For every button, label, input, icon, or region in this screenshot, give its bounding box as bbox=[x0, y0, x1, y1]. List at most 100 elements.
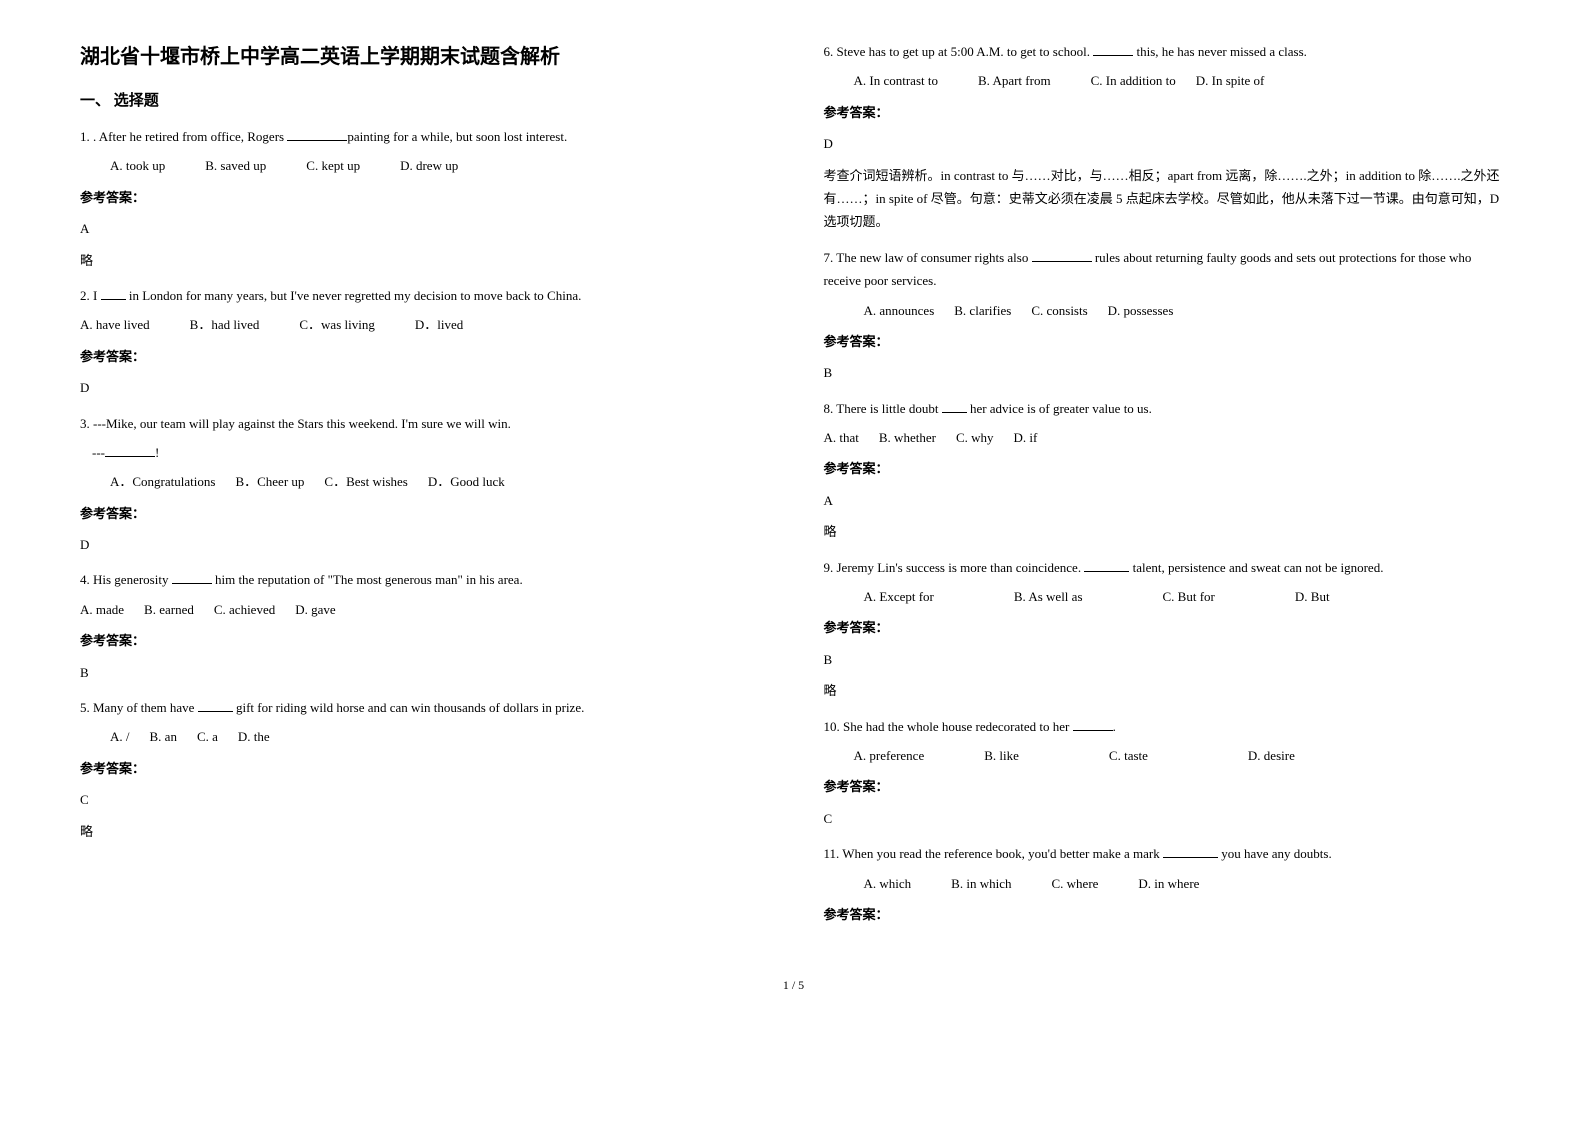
q3-opt-a: A．Congratulations bbox=[110, 470, 215, 493]
q3-stem-1: 3. ---Mike, our team will play against t… bbox=[80, 412, 764, 435]
q8-stem-post: her advice is of greater value to us. bbox=[967, 401, 1152, 416]
q9-options: A. Except for B. As well as C. But for D… bbox=[824, 585, 1508, 608]
q1-stem-post: painting for a while, but soon lost inte… bbox=[347, 129, 567, 144]
blank bbox=[1093, 42, 1133, 56]
q7-opt-c: C. consists bbox=[1031, 299, 1087, 322]
right-column: 6. Steve has to get up at 5:00 A.M. to g… bbox=[824, 40, 1508, 938]
q4-opt-b: B. earned bbox=[144, 598, 194, 621]
page-footer: 1 / 5 bbox=[80, 978, 1507, 993]
q3-stem2-post: ! bbox=[155, 445, 159, 460]
left-column: 湖北省十堰市桥上中学高二英语上学期期末试题含解析 一、 选择题 1. . Aft… bbox=[80, 40, 764, 938]
q1-opt-a: A. took up bbox=[110, 154, 165, 177]
q9-stem-pre: 9. Jeremy Lin's success is more than coi… bbox=[824, 560, 1085, 575]
q6-opt-a: A. In contrast to bbox=[854, 69, 938, 92]
section-heading: 一、 选择题 bbox=[80, 89, 764, 110]
q8-opt-d: D. if bbox=[1014, 426, 1038, 449]
q8-stem-pre: 8. There is little doubt bbox=[824, 401, 942, 416]
answer-label: 参考答案： bbox=[824, 903, 1508, 926]
q5-opt-a: A. / bbox=[110, 725, 130, 748]
q4-answer: B bbox=[80, 661, 764, 684]
q4-opt-d: D. gave bbox=[295, 598, 335, 621]
answer-label: 参考答案： bbox=[824, 457, 1508, 480]
q3-opt-b: B．Cheer up bbox=[235, 470, 304, 493]
q2-opt-b: B．had lived bbox=[190, 313, 260, 336]
q3-answer: D bbox=[80, 533, 764, 556]
q4-opt-c: C. achieved bbox=[214, 598, 275, 621]
q5-opt-c: C. a bbox=[197, 725, 218, 748]
q3-options: A．Congratulations B．Cheer up C．Best wish… bbox=[80, 470, 764, 493]
q6-stem-pre: 6. Steve has to get up at 5:00 A.M. to g… bbox=[824, 44, 1094, 59]
q6-answer: D bbox=[824, 132, 1508, 155]
q10-opt-b: B. like bbox=[984, 744, 1019, 767]
answer-label: 参考答案： bbox=[80, 186, 764, 209]
doc-title: 湖北省十堰市桥上中学高二英语上学期期末试题含解析 bbox=[80, 40, 764, 69]
answer-label: 参考答案： bbox=[824, 616, 1508, 639]
q10-answer: C bbox=[824, 807, 1508, 830]
answer-label: 参考答案： bbox=[80, 629, 764, 652]
answer-label: 参考答案： bbox=[824, 101, 1508, 124]
question-8: 8. There is little doubt her advice is o… bbox=[824, 397, 1508, 544]
q9-stem: 9. Jeremy Lin's success is more than coi… bbox=[824, 556, 1508, 579]
q3-stem-2: ---! bbox=[80, 441, 764, 464]
blank bbox=[1073, 717, 1113, 731]
q6-opt-b: B. Apart from bbox=[978, 69, 1051, 92]
q7-stem: 7. The new law of consumer rights also r… bbox=[824, 246, 1508, 293]
question-11: 11. When you read the reference book, yo… bbox=[824, 842, 1508, 926]
q6-stem: 6. Steve has to get up at 5:00 A.M. to g… bbox=[824, 40, 1508, 63]
q9-answer: B bbox=[824, 648, 1508, 671]
q10-opt-d: D. desire bbox=[1248, 744, 1295, 767]
q1-opt-b: B. saved up bbox=[205, 154, 266, 177]
question-6: 6. Steve has to get up at 5:00 A.M. to g… bbox=[824, 40, 1508, 234]
question-3: 3. ---Mike, our team will play against t… bbox=[80, 412, 764, 557]
answer-label: 参考答案： bbox=[824, 775, 1508, 798]
q10-stem-pre: 10. She had the whole house redecorated … bbox=[824, 719, 1073, 734]
q6-explain: 考查介词短语辨析。in contrast to 与……对比，与……相反；apar… bbox=[824, 164, 1508, 234]
q5-options: A. / B. an C. a D. the bbox=[80, 725, 764, 748]
answer-label: 参考答案： bbox=[80, 757, 764, 780]
omit: 略 bbox=[824, 520, 1508, 543]
q4-options: A. made B. earned C. achieved D. gave bbox=[80, 598, 764, 621]
answer-label: 参考答案： bbox=[80, 345, 764, 368]
answer-label: 参考答案： bbox=[80, 502, 764, 525]
q10-stem: 10. She had the whole house redecorated … bbox=[824, 715, 1508, 738]
omit: 略 bbox=[824, 679, 1508, 702]
blank bbox=[105, 443, 155, 457]
q11-opt-a: A. which bbox=[864, 872, 912, 895]
q11-stem: 11. When you read the reference book, yo… bbox=[824, 842, 1508, 865]
q10-opt-c: C. taste bbox=[1109, 744, 1148, 767]
blank bbox=[287, 127, 347, 141]
q3-opt-c: C．Best wishes bbox=[324, 470, 407, 493]
q1-options: A. took up B. saved up C. kept up D. dre… bbox=[80, 154, 764, 177]
q10-opt-a: A. preference bbox=[854, 744, 925, 767]
q8-answer: A bbox=[824, 489, 1508, 512]
question-9: 9. Jeremy Lin's success is more than coi… bbox=[824, 556, 1508, 703]
q6-opt-d: D. In spite of bbox=[1196, 69, 1265, 92]
q11-opt-b: B. in which bbox=[951, 872, 1011, 895]
blank bbox=[101, 286, 126, 300]
q5-stem: 5. Many of them have gift for riding wil… bbox=[80, 696, 764, 719]
q4-opt-a: A. made bbox=[80, 598, 124, 621]
q9-stem-post: talent, persistence and sweat can not be… bbox=[1129, 560, 1383, 575]
q4-stem: 4. His generosity him the reputation of … bbox=[80, 568, 764, 591]
q5-answer: C bbox=[80, 788, 764, 811]
question-4: 4. His generosity him the reputation of … bbox=[80, 568, 764, 684]
q11-opt-d: D. in where bbox=[1138, 872, 1199, 895]
q8-opt-b: B. whether bbox=[879, 426, 936, 449]
q2-opt-a: A. have lived bbox=[80, 313, 150, 336]
q1-stem: 1. . After he retired from office, Roger… bbox=[80, 125, 764, 148]
q4-stem-pre: 4. His generosity bbox=[80, 572, 172, 587]
q7-stem-pre: 7. The new law of consumer rights also bbox=[824, 250, 1032, 265]
answer-label: 参考答案： bbox=[824, 330, 1508, 353]
q2-stem-pre: 2. I bbox=[80, 288, 101, 303]
q4-stem-post: him the reputation of "The most generous… bbox=[212, 572, 523, 587]
blank bbox=[1163, 844, 1218, 858]
q10-stem-post: . bbox=[1113, 719, 1116, 734]
q7-answer: B bbox=[824, 361, 1508, 384]
q2-stem-post: in London for many years, but I've never… bbox=[126, 288, 582, 303]
q8-options: A. that B. whether C. why D. if bbox=[824, 426, 1508, 449]
q9-opt-d: D. But bbox=[1295, 585, 1330, 608]
q1-opt-c: C. kept up bbox=[306, 154, 360, 177]
blank bbox=[198, 698, 233, 712]
q11-stem-post: you have any doubts. bbox=[1218, 846, 1332, 861]
q11-stem-pre: 11. When you read the reference book, yo… bbox=[824, 846, 1163, 861]
